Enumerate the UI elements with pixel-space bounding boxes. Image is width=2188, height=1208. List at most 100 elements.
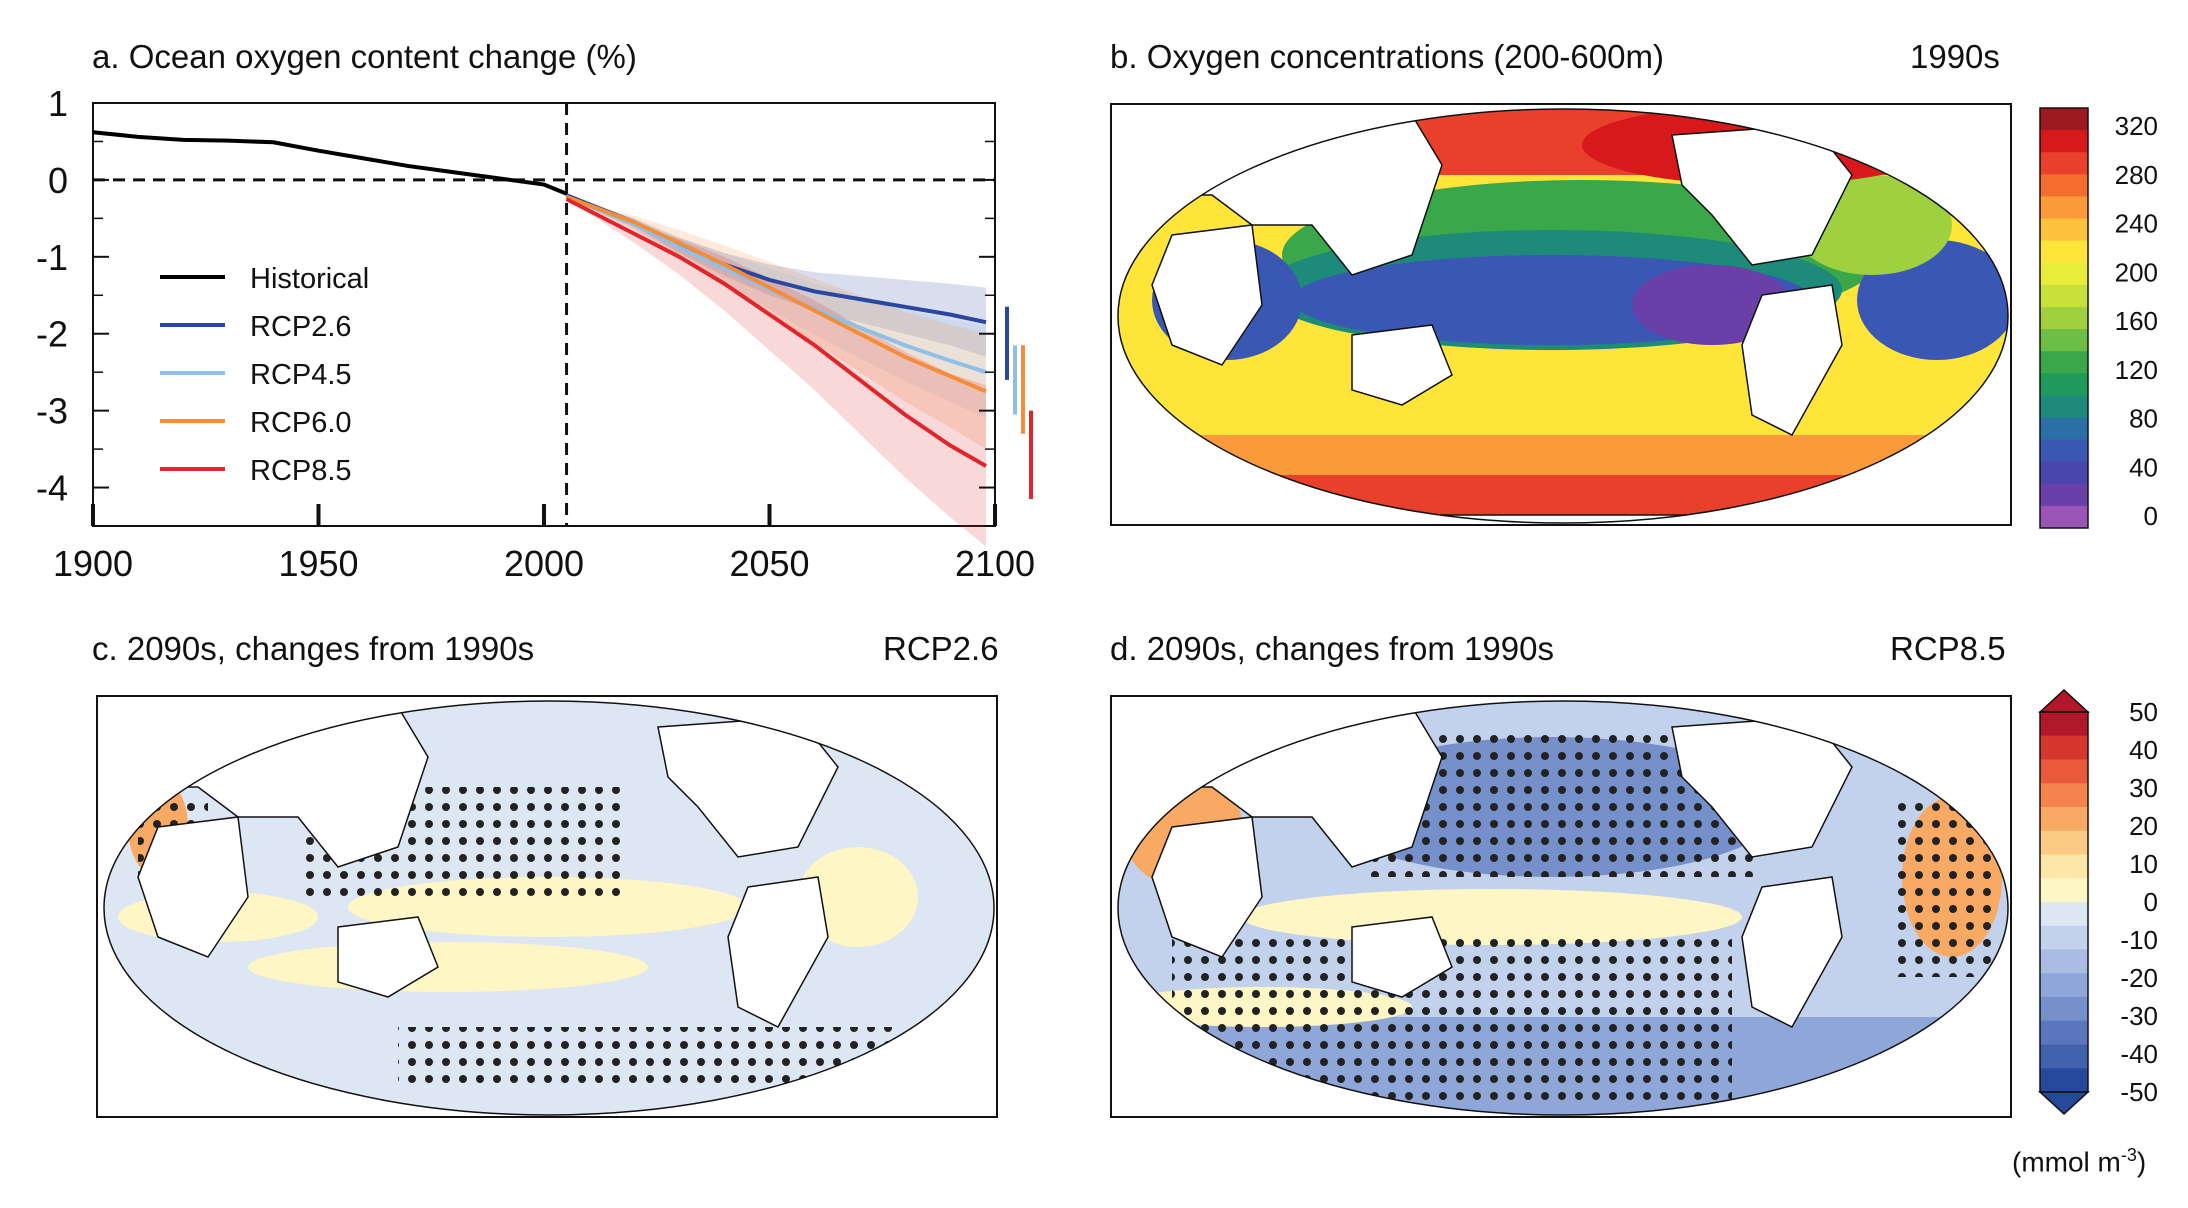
colorbar-swatch <box>2040 997 2088 1022</box>
series-lines <box>92 130 987 468</box>
colorbar-swatch <box>2040 284 2088 308</box>
panel-b-title: b. Oxygen concentrations (200-600m) <box>1110 38 1664 75</box>
end-range-bars <box>1005 306 1033 500</box>
colorbar-tick-label: 30 <box>2129 773 2158 803</box>
colorbar-tick-label: -50 <box>2120 1077 2158 1107</box>
colorbar-swatch <box>2040 483 2088 507</box>
colorbar-tick-label: 120 <box>2115 355 2158 385</box>
rcp85-change-map <box>1117 700 2009 1116</box>
colorbar-tick-label: 50 <box>2129 697 2158 727</box>
colorbar-swatch <box>2040 925 2088 950</box>
series-line-rcp85 <box>565 197 987 468</box>
colorbar-swatch <box>2040 712 2088 737</box>
y-tick-label: 1 <box>48 83 68 124</box>
colorbar-tick-label: -10 <box>2120 925 2158 955</box>
legend-label: RCP4.5 <box>250 359 352 391</box>
colorbar-swatch <box>2040 854 2088 879</box>
unit-superscript: -3 <box>2120 1145 2137 1165</box>
rcp26-change-map <box>103 700 995 1116</box>
band-rcp60 <box>566 196 986 450</box>
reference-lines <box>93 103 995 526</box>
colorbar-frame <box>2039 711 2089 1093</box>
colorbar-swatch <box>2040 807 2088 832</box>
unit-close: ) <box>2136 1146 2147 1178</box>
axis-ticks: 1900 1950 2000 2050 2100 1 0 -1 -2 -3 -4 <box>36 83 1035 584</box>
colorbar-swatch <box>2040 949 2088 974</box>
x-tick-label: 1950 <box>278 543 358 584</box>
panel-c-map-frame <box>96 695 998 1118</box>
colorbar-tick-label: 0 <box>2144 501 2158 531</box>
legend-label: RCP2.6 <box>250 311 352 343</box>
legend-label: Historical <box>250 263 369 295</box>
colorbar-swatch <box>2040 262 2088 286</box>
x-tick-label: 1900 <box>53 543 133 584</box>
colorbar-tick-label: 80 <box>2129 404 2158 434</box>
colorbar-tick-label: 40 <box>2129 452 2158 482</box>
legend-label: RCP8.5 <box>250 455 352 487</box>
y-tick-label: -4 <box>36 468 68 509</box>
colorbar-tick-label: 240 <box>2115 209 2158 239</box>
colorbar-tick-label: 40 <box>2129 735 2158 765</box>
colorbar-swatch <box>2040 505 2088 529</box>
colorbar-tick-label: -30 <box>2120 1001 2158 1031</box>
panel-d-title: d. 2090s, changes from 1990s <box>1110 630 1554 667</box>
colorbar-tick-label: 280 <box>2115 160 2158 190</box>
colorbar-frame <box>2039 107 2089 529</box>
colorbar-swatch <box>2040 1068 2088 1093</box>
colorbar-swatch <box>2040 240 2088 264</box>
colorbar-swatch <box>2040 351 2088 374</box>
colorbar-swatch <box>2040 973 2088 998</box>
colorbar-tick-label: 20 <box>2129 811 2158 841</box>
colorbar-underflow-arrow <box>2038 1091 2090 1116</box>
colorbar-swatch <box>2040 759 2088 784</box>
colorbar-swatch <box>2040 1044 2088 1069</box>
panel-b-map-frame <box>1110 103 2012 526</box>
panel-d-scenario: RCP8.5 <box>1890 630 2006 667</box>
colorbar-swatch <box>2040 130 2088 153</box>
panel-c-scenario: RCP2.6 <box>883 630 999 667</box>
colorbar-swatch <box>2040 152 2088 175</box>
unit-text: (mmol m <box>2012 1146 2121 1178</box>
colorbar-swatch <box>2040 417 2088 441</box>
colorbar-tick-label: 0 <box>2144 887 2158 917</box>
band-rcp85 <box>566 199 986 547</box>
colorbar-tick-label: 10 <box>2129 849 2158 879</box>
colorbar-swatch <box>2040 196 2088 220</box>
y-tick-label: -3 <box>36 391 68 432</box>
colorbar-swatch <box>2040 218 2088 242</box>
colorbar-tick-label: -40 <box>2120 1039 2158 1069</box>
colorbar-unit-label: (mmol m-3) <box>2012 1145 2146 1178</box>
colorbar-swatch <box>2040 902 2088 927</box>
colorbar-swatch <box>2040 461 2088 485</box>
panel-a-title: a. Ocean oxygen content change (%) <box>92 38 637 75</box>
colorbar-swatch <box>2040 306 2088 330</box>
panel-b-period: 1990s <box>1910 38 2000 75</box>
series-line-rcp60 <box>565 194 987 394</box>
panel-c-title: c. 2090s, changes from 1990s <box>92 630 535 667</box>
legend-label: RCP6.0 <box>250 407 352 439</box>
y-tick-label: -1 <box>36 237 68 278</box>
y-tick-label: 0 <box>48 160 68 201</box>
band-rcp26 <box>566 195 986 357</box>
colorbar-swatch <box>2040 439 2088 463</box>
colorbar-tick-label: 320 <box>2115 111 2158 141</box>
colorbar-swatch <box>2040 373 2088 396</box>
x-tick-label: 2000 <box>504 543 584 584</box>
x-tick-label: 2050 <box>729 543 809 584</box>
colorbar-swatch <box>2040 329 2088 352</box>
colorbar-swatch <box>2040 735 2088 760</box>
colorbar-overflow-arrow <box>2038 688 2090 713</box>
colorbar-swatch <box>2040 108 2088 131</box>
colorbar-swatch <box>2040 395 2088 418</box>
colorbar-tick-label: 200 <box>2115 257 2158 287</box>
colorbar-swatch <box>2040 878 2088 903</box>
legend: Historical RCP2.6 RCP4.5 RCP6.0 RCP8.5 <box>160 263 369 487</box>
colorbar-swatch <box>2040 783 2088 808</box>
colorbar-swatch <box>2040 830 2088 855</box>
colorbar-tick-label: 160 <box>2115 306 2158 336</box>
series-line-historical <box>92 130 568 196</box>
colorbar-swatch <box>2040 174 2088 197</box>
